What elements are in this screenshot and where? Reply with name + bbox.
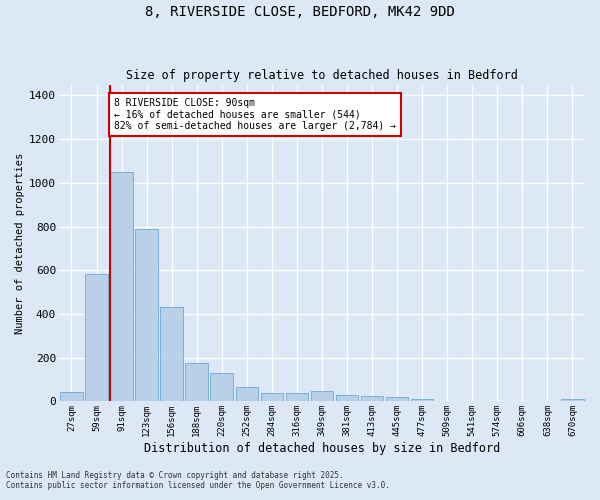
Text: 8 RIVERSIDE CLOSE: 90sqm
← 16% of detached houses are smaller (544)
82% of semi-: 8 RIVERSIDE CLOSE: 90sqm ← 16% of detach… <box>114 98 396 131</box>
Bar <box>236 386 258 402</box>
Text: Contains HM Land Registry data © Crown copyright and database right 2025.
Contai: Contains HM Land Registry data © Crown c… <box>6 470 390 490</box>
X-axis label: Distribution of detached houses by size in Bedford: Distribution of detached houses by size … <box>144 442 500 455</box>
Bar <box>160 308 183 402</box>
Text: 8, RIVERSIDE CLOSE, BEDFORD, MK42 9DD: 8, RIVERSIDE CLOSE, BEDFORD, MK42 9DD <box>145 5 455 19</box>
Bar <box>411 399 433 402</box>
Bar <box>136 229 158 402</box>
Bar <box>260 392 283 402</box>
Bar <box>185 362 208 402</box>
Bar <box>60 392 83 402</box>
Bar <box>561 399 584 402</box>
Y-axis label: Number of detached properties: Number of detached properties <box>15 152 25 334</box>
Bar <box>361 396 383 402</box>
Bar <box>436 401 458 402</box>
Bar <box>286 392 308 402</box>
Bar <box>211 374 233 402</box>
Bar <box>110 172 133 402</box>
Bar <box>386 398 409 402</box>
Bar <box>311 391 333 402</box>
Bar <box>85 274 108 402</box>
Bar <box>336 396 358 402</box>
Title: Size of property relative to detached houses in Bedford: Size of property relative to detached ho… <box>126 69 518 82</box>
